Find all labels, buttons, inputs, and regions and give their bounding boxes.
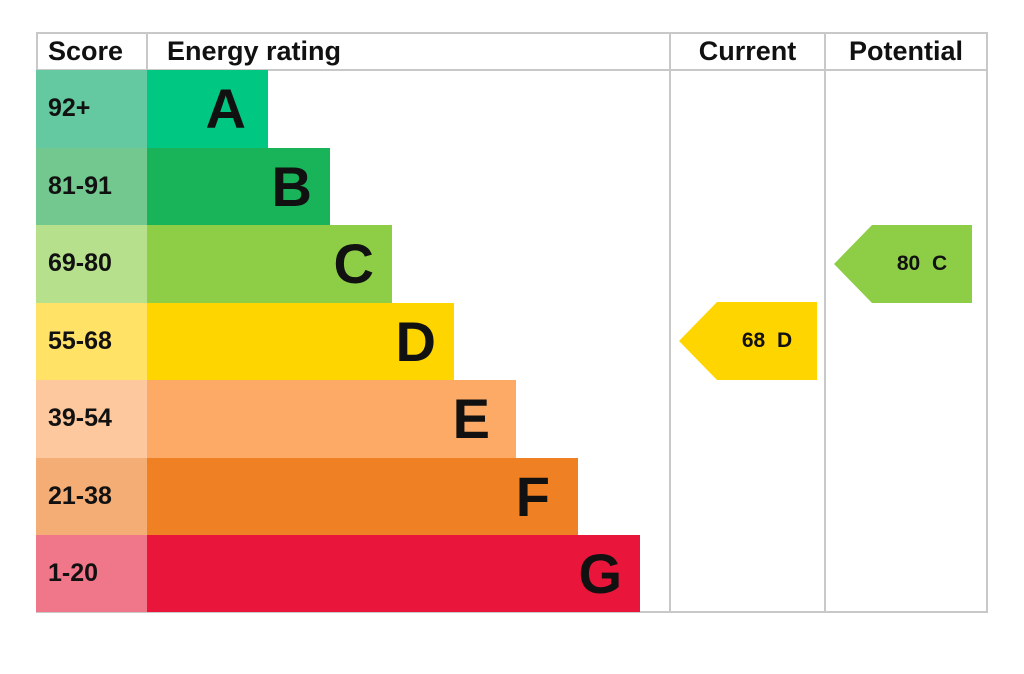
arrow-left-icon <box>679 302 817 380</box>
current-rating-label: 68 D <box>741 329 793 352</box>
band-bar-c: C <box>147 225 392 303</box>
score-divider <box>146 32 148 71</box>
score-range-d: 55-68 <box>36 302 147 380</box>
current-header: Current <box>698 35 797 66</box>
score-range-a: 92+ <box>36 70 147 148</box>
score-range-e: 39-54 <box>36 380 147 458</box>
band-bar-a: A <box>147 70 268 148</box>
potential-rating-label: 80 C <box>896 252 948 275</box>
potential-header: Potential <box>848 35 963 66</box>
band-bar-b: B <box>147 147 330 225</box>
border-top <box>36 32 988 34</box>
border-bottom <box>36 611 988 613</box>
score-range-c: 69-80 <box>36 225 147 303</box>
current-rating-arrow: 68 D <box>679 302 817 380</box>
current-divider-left <box>669 32 671 613</box>
score-range-g: 1-20 <box>36 535 147 612</box>
band-bar-f: F <box>147 457 578 535</box>
band-bar-e: E <box>147 380 516 458</box>
header-divider <box>36 69 988 71</box>
border-right <box>986 32 988 613</box>
current-divider-right <box>824 32 826 613</box>
score-header: Score <box>48 35 124 66</box>
score-range-b: 81-91 <box>36 147 147 225</box>
band-bar-d: D <box>147 302 454 380</box>
band-bar-g: G <box>147 535 640 612</box>
energy-rating-header: Energy rating <box>167 35 342 66</box>
potential-rating-arrow: 80 C <box>834 225 972 303</box>
score-range-f: 21-38 <box>36 457 147 535</box>
epc-rating-chart: Score Energy rating Current Potential 92… <box>36 32 988 613</box>
arrow-left-icon <box>834 225 972 303</box>
border-left <box>36 32 38 71</box>
